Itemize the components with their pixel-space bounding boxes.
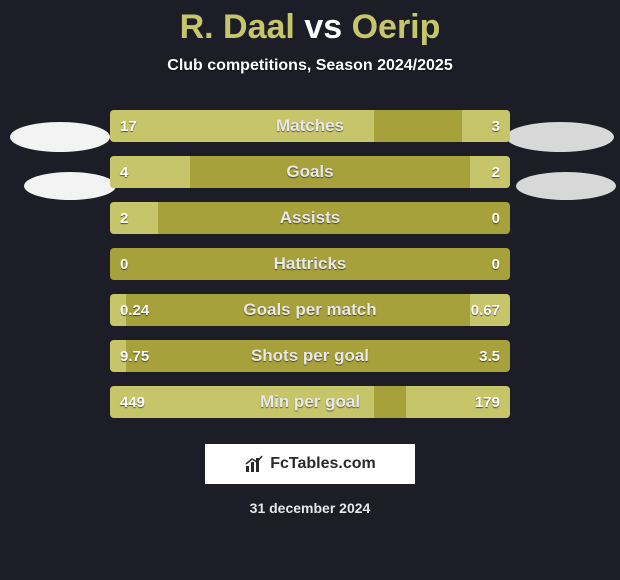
stat-row: 173Matches [110, 110, 510, 142]
stat-row: 00Hattricks [110, 248, 510, 280]
date-label: 31 december 2024 [0, 500, 620, 516]
stat-label: Shots per goal [110, 340, 510, 372]
page-title: R. Daal vs Oerip [0, 0, 620, 47]
stat-row: 0.240.67Goals per match [110, 294, 510, 326]
stat-row: 20Assists [110, 202, 510, 234]
vs-label: vs [304, 8, 342, 46]
stat-label: Goals per match [110, 294, 510, 326]
subtitle: Club competitions, Season 2024/2025 [0, 57, 620, 75]
stat-row: 42Goals [110, 156, 510, 188]
stat-label: Matches [110, 110, 510, 142]
stat-row: 9.753.5Shots per goal [110, 340, 510, 372]
player1-name: R. Daal [180, 8, 295, 46]
brand-icon [244, 454, 264, 474]
stat-label: Assists [110, 202, 510, 234]
stat-row: 449179Min per goal [110, 386, 510, 418]
brand-text: FcTables.com [270, 455, 376, 473]
stats-container: 173Matches 42Goals 20Assists 00Hattricks 0.2… [0, 110, 620, 432]
comparison-card: R. Daal vs Oerip Club competitions, Seas… [0, 0, 620, 580]
player2-name: Oerip [352, 8, 441, 46]
stat-label: Min per goal [110, 386, 510, 418]
stat-label: Goals [110, 156, 510, 188]
stat-label: Hattricks [110, 248, 510, 280]
brand-badge: FcTables.com [205, 444, 415, 484]
